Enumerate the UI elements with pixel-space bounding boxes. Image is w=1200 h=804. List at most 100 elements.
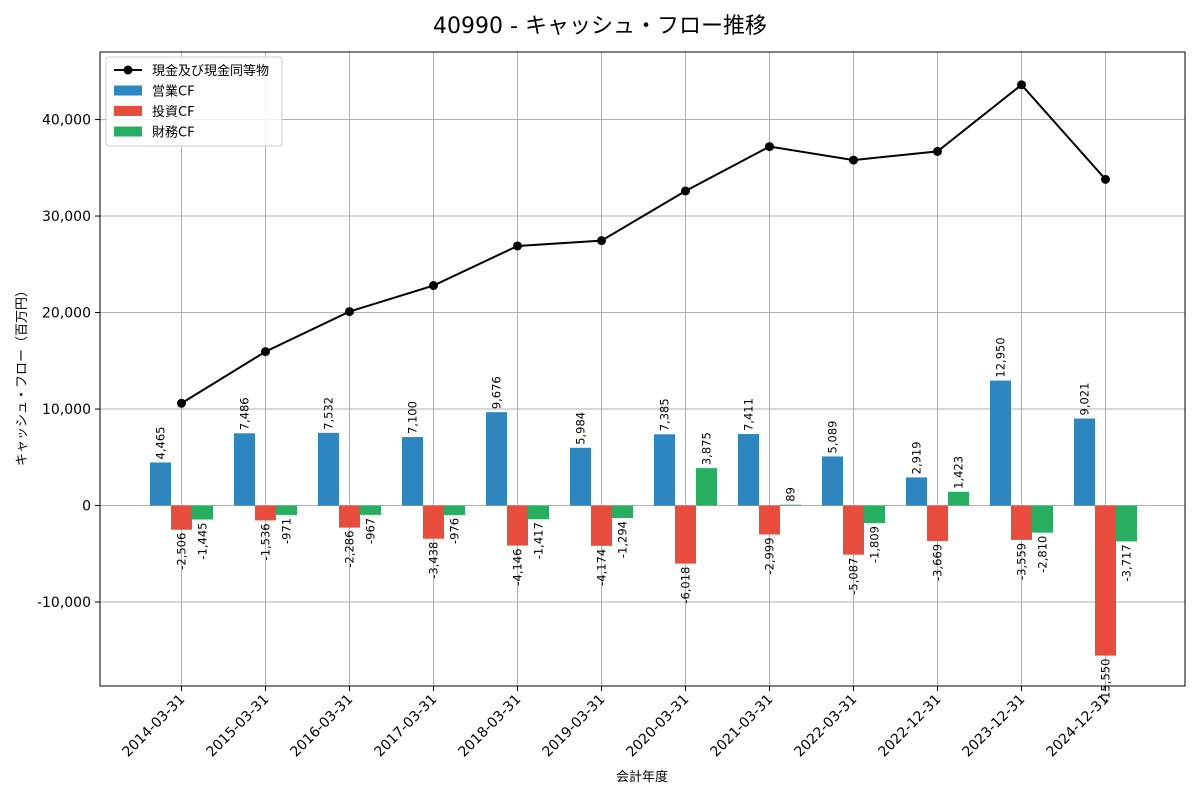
bar-3 [864,505,885,524]
bar-value-label: -1,536 [259,523,273,560]
bar-value-label: -3,559 [1015,543,1029,580]
plot-area-frame [99,51,1186,687]
bar-value-label: -976 [448,518,462,544]
x-tick-label: 2014-03-31 [119,692,188,761]
bar-value-label: -1,809 [868,526,882,563]
x-axis-label: 会計年度 [616,769,668,785]
bar-1 [486,412,507,506]
bar-1 [654,434,675,506]
cash-point [849,155,858,165]
bar-value-label: -1,445 [196,522,210,559]
y-tick-label: 0 [82,499,91,515]
bar-2 [1011,505,1032,540]
bar-3 [360,505,381,515]
bar-value-label: -4,174 [595,549,609,586]
x-tick-label: 2024-12-31 [1043,692,1112,761]
bar-value-label: -2,999 [763,537,777,574]
bar-value-label: 9,021 [1078,383,1092,416]
legend-label: 投資CF [152,104,195,120]
y-tick-label: -10,000 [37,595,91,611]
legend-label: 営業CF [152,84,195,100]
bar-1 [1074,418,1095,506]
x-tick-label: 2017-03-31 [371,692,440,761]
bar-1 [990,380,1011,506]
bar-value-label: 89 [784,487,798,502]
bar-value-label: -3,717 [1120,544,1134,581]
cash-point [513,241,522,251]
chart-title: 40990 - キャッシュ・フロー推移 [433,14,767,39]
bar-2 [675,505,696,564]
bar-3 [780,504,801,506]
bar-value-label: 12,950 [994,337,1008,377]
cash-point [681,186,690,196]
bar-value-label: 1,423 [952,456,966,489]
bar-value-label: 7,385 [658,398,672,431]
bar-2 [507,505,528,546]
x-tick-label: 2019-03-31 [539,692,608,761]
bar-value-label: -967 [364,518,378,544]
bar-1 [738,434,759,506]
bar-3 [948,491,969,506]
bar-value-label: -1,417 [532,522,546,559]
x-tick-label: 2020-03-31 [623,692,692,761]
bar-3 [444,505,465,515]
bar-value-label: 7,486 [238,397,252,430]
bar-value-label: 7,532 [322,397,336,430]
cash-point [429,281,438,291]
x-tick-label: 2022-12-31 [875,692,944,761]
bar-value-label: 9,676 [490,376,504,409]
bar-2 [759,505,780,535]
y-tick-label: 10,000 [42,402,91,418]
bar-3 [1116,505,1137,542]
bar-2 [591,505,612,546]
bar-3 [1032,505,1053,533]
y-axis-label: キャッシュ・フロー（百万円） [15,284,30,466]
bar-value-label: -3,669 [931,544,945,581]
cash-point [765,142,774,152]
bar-2 [927,505,948,541]
bar-value-label: -2,506 [175,533,189,570]
cash-point [177,398,186,408]
bar-1 [906,477,927,506]
x-tick-label: 2016-03-31 [287,692,356,761]
bar-value-label: -2,810 [1036,536,1050,573]
cash-point [597,236,606,246]
bar-3 [192,505,213,520]
legend-marker [123,65,133,75]
cash-point [1101,174,1110,184]
bar-2 [171,505,192,530]
bar-value-label: 3,875 [700,432,714,465]
cash-point [345,307,354,317]
cash-point [933,146,942,156]
bar-1 [822,456,843,506]
y-tick-label: 20,000 [42,306,91,322]
bar-value-label: 7,100 [406,401,420,434]
bar-1 [150,462,171,506]
bar-value-label: -5,087 [847,558,861,595]
bar-3 [528,505,549,520]
bar-2 [843,505,864,555]
bar-value-label: -1,294 [616,521,630,558]
x-tick-label: 2021-03-31 [707,692,776,761]
bar-value-label: -971 [280,518,294,544]
bar-value-label: 4,465 [154,427,168,460]
legend-box [105,56,283,147]
bar-value-label: 2,919 [910,441,924,474]
x-tick-label: 2015-03-31 [203,692,272,761]
legend-label: 財務CF [152,126,195,141]
y-tick-label: 40,000 [42,113,91,129]
bar-1 [402,437,423,506]
legend-swatch [114,106,142,116]
legend-swatch [114,126,142,137]
bar-3 [696,468,717,506]
bar-value-label: 5,984 [574,412,588,445]
bar-1 [318,432,339,506]
bar-2 [339,505,360,528]
cash-line [180,83,1107,405]
x-tick-label: 2018-03-31 [455,692,524,761]
bar-1 [570,447,591,506]
cash-point [1017,80,1026,90]
bar-2 [255,505,276,521]
